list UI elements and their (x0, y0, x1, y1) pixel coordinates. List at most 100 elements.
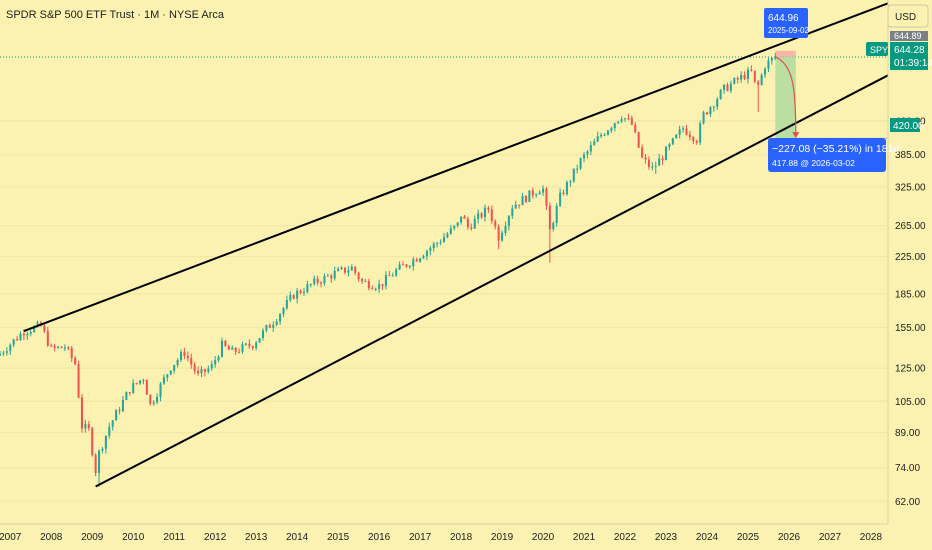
candle-body (583, 154, 586, 159)
candle-body (115, 410, 118, 421)
candle-body (279, 313, 282, 322)
candle-body (203, 369, 206, 372)
currency-button[interactable]: USD (887, 4, 929, 28)
candle-body (634, 124, 637, 133)
candle-body (589, 145, 592, 152)
candle-body (193, 364, 196, 371)
candle-body (350, 266, 353, 271)
candle-body (200, 369, 203, 374)
candle-body (644, 157, 647, 160)
candle-body (716, 99, 719, 107)
trendline[interactable] (23, 2, 889, 333)
candle-body (316, 278, 319, 283)
bar-countdown: 01:39:14 (894, 58, 932, 69)
candle-body (569, 181, 572, 183)
candle-body (521, 195, 524, 206)
candle-body (675, 134, 678, 139)
candle-body (432, 243, 435, 249)
candle-body (2, 352, 5, 354)
candle-body (248, 343, 251, 347)
candle-body (302, 292, 305, 294)
candle-body (480, 213, 483, 218)
candle-body (579, 158, 582, 169)
candle-body (330, 275, 333, 279)
candle-body (620, 119, 623, 122)
candle-body (456, 222, 459, 226)
trendline[interactable] (95, 74, 889, 488)
candle-body (483, 207, 487, 218)
candle-body (210, 364, 213, 369)
candle-body (306, 284, 309, 293)
candle-body (354, 266, 357, 273)
candle-body (142, 380, 145, 382)
candle-body (576, 168, 579, 170)
target-price-badge: 420.00 (890, 118, 924, 132)
trendlines[interactable] (23, 2, 889, 488)
candle-body (285, 300, 288, 309)
candle-body (371, 288, 374, 290)
currency-label: USD (895, 12, 916, 23)
candle-body (449, 228, 452, 234)
candle-body (5, 351, 8, 353)
candle-body (173, 364, 176, 371)
candle-body (139, 380, 142, 384)
candle-body (26, 333, 29, 336)
candle-body (654, 165, 657, 167)
candle-body (67, 347, 70, 349)
price-scale[interactable]: 62.00 74.00 89.00 105.00 125.00 155.00 185.00 2… (895, 116, 926, 507)
candle-body (388, 275, 391, 277)
candle-body (361, 279, 364, 282)
candle-body (36, 322, 39, 327)
time-axis[interactable]: 2007 2008 2009 2010 2011 2012 2013 2014 2015 2016… (0, 532, 882, 543)
candle-body (740, 74, 743, 80)
candle-body (378, 284, 381, 289)
candle-body (87, 424, 90, 429)
candle-body (446, 233, 449, 238)
candle-body (555, 205, 558, 224)
candle-body (159, 383, 162, 397)
candle-body (774, 57, 777, 59)
candle-body (101, 448, 104, 451)
candle-body (57, 346, 60, 348)
candle-body (340, 267, 343, 269)
candle-body (613, 123, 616, 129)
candle-body (98, 450, 101, 473)
candle-body (231, 347, 234, 350)
candle-body (729, 83, 732, 91)
candle-body (753, 70, 756, 82)
candle-body (268, 325, 271, 328)
candle-body (408, 266, 411, 268)
x-tick-label: 2009 (81, 532, 104, 543)
candle-body (401, 264, 405, 266)
candle-body (241, 344, 244, 353)
ticker-label: SPY (870, 45, 888, 55)
candle-body (733, 78, 736, 84)
x-tick-label: 2019 (491, 532, 514, 543)
candle-body (156, 396, 159, 403)
candle-body (668, 144, 671, 147)
candle-body (84, 424, 87, 429)
candle-body (415, 259, 418, 262)
candle-body (108, 426, 111, 436)
previous-price-badge: 644.89 (890, 31, 928, 41)
candle-body (9, 344, 12, 352)
candle-body (220, 340, 224, 357)
candle-body (296, 290, 299, 299)
candle-body (552, 223, 555, 230)
candle-body (770, 57, 773, 61)
candle-body (74, 358, 77, 365)
candle-body (429, 248, 432, 251)
target-price-value: 420.00 (893, 121, 924, 132)
candle-body (487, 207, 490, 210)
x-tick-label: 2017 (409, 532, 432, 543)
x-tick-label: 2020 (532, 532, 555, 543)
candle-body (600, 134, 603, 137)
candle-body (736, 78, 739, 80)
projection-arrow-head (792, 132, 800, 139)
candle-body (33, 326, 36, 333)
candle-body (699, 123, 702, 143)
x-tick-label: 2013 (245, 532, 268, 543)
candle-body (94, 454, 97, 473)
candle-body (494, 221, 497, 227)
